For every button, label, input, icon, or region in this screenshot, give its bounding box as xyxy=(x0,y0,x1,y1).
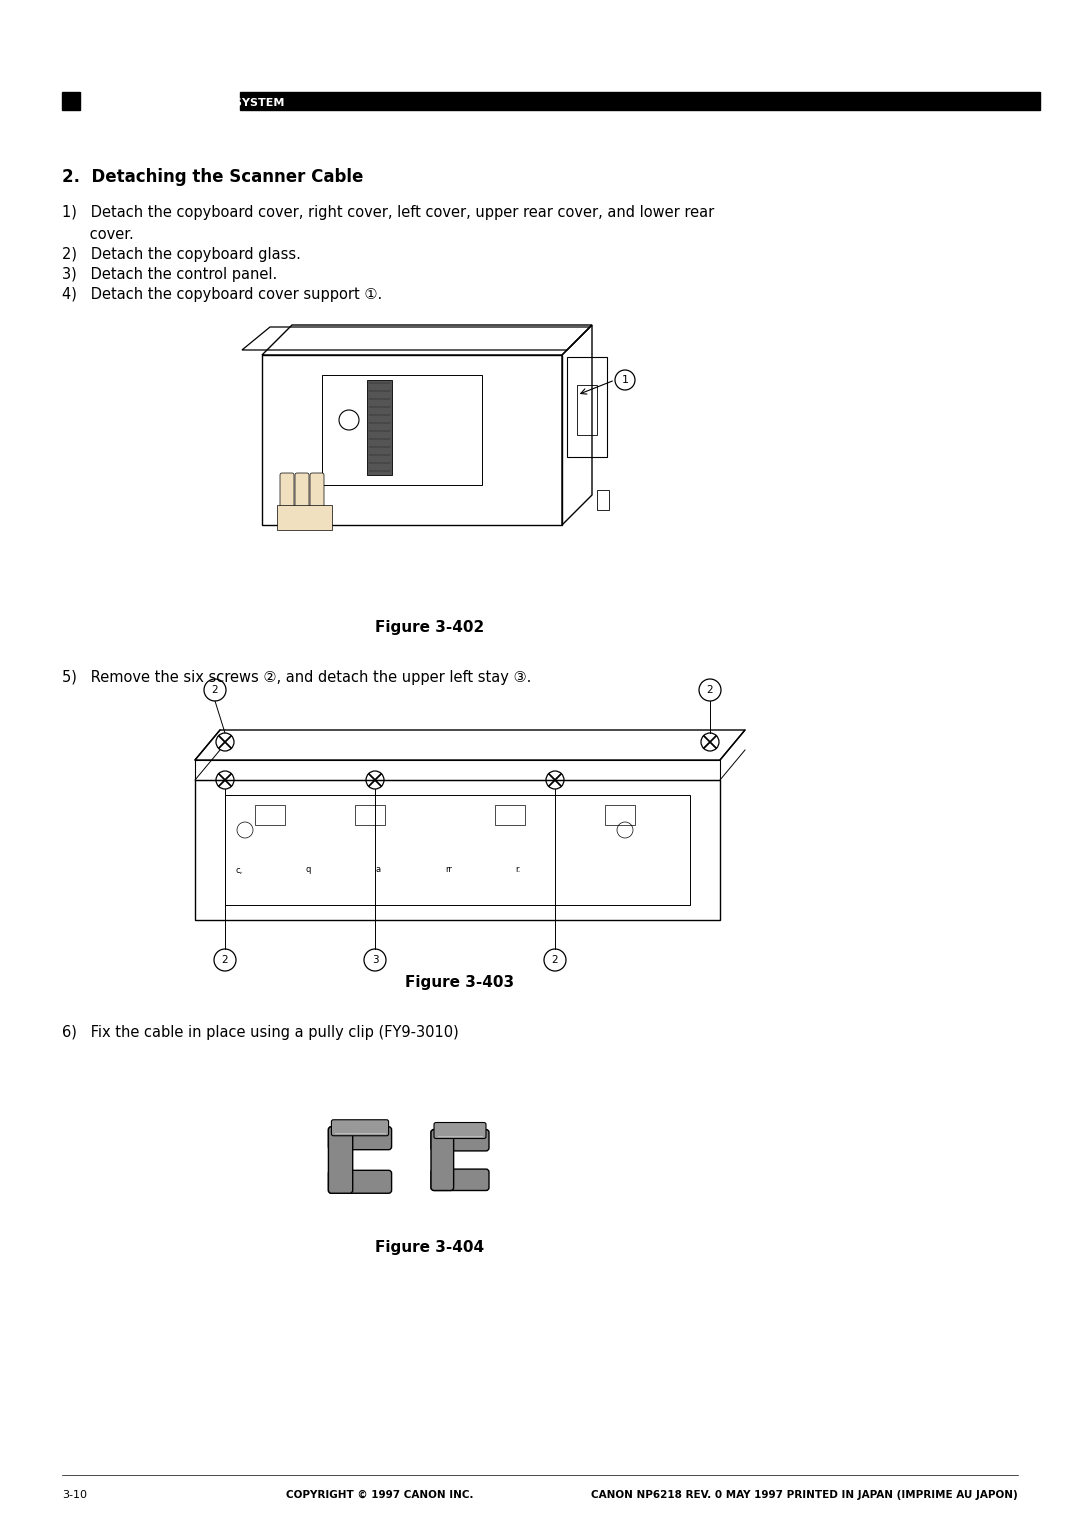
Text: Figure 3-402: Figure 3-402 xyxy=(376,620,485,636)
Bar xyxy=(355,805,384,825)
Text: 2: 2 xyxy=(706,685,713,695)
Text: 4)   Detach the copyboard cover support ①.: 4) Detach the copyboard cover support ①. xyxy=(62,287,382,303)
Bar xyxy=(605,805,635,825)
Text: CHAPTER 3  EXPOSURE SYSTEM: CHAPTER 3 EXPOSURE SYSTEM xyxy=(86,98,284,107)
Text: 2.  Detaching the Scanner Cable: 2. Detaching the Scanner Cable xyxy=(62,168,363,186)
Bar xyxy=(255,805,285,825)
Text: cover.: cover. xyxy=(62,228,134,241)
Bar xyxy=(577,385,597,435)
Bar xyxy=(225,795,690,905)
Text: 2: 2 xyxy=(212,685,218,695)
Text: q: q xyxy=(305,865,310,874)
Text: 3)   Detach the control panel.: 3) Detach the control panel. xyxy=(62,267,278,283)
Text: Figure 3-403: Figure 3-403 xyxy=(405,975,514,990)
FancyBboxPatch shape xyxy=(328,1170,392,1193)
Bar xyxy=(240,92,1040,110)
Text: COPYRIGHT © 1997 CANON INC.: COPYRIGHT © 1997 CANON INC. xyxy=(286,1490,474,1500)
Bar xyxy=(322,374,482,484)
Text: CANON NP6218 REV. 0 MAY 1997 PRINTED IN JAPAN (IMPRIME AU JAPON): CANON NP6218 REV. 0 MAY 1997 PRINTED IN … xyxy=(591,1490,1018,1500)
Bar xyxy=(567,358,607,457)
FancyBboxPatch shape xyxy=(295,474,309,507)
FancyBboxPatch shape xyxy=(310,474,324,507)
Bar xyxy=(367,380,392,475)
Text: 1)   Detach the copyboard cover, right cover, left cover, upper rear cover, and : 1) Detach the copyboard cover, right cov… xyxy=(62,205,714,220)
Text: a: a xyxy=(375,865,380,874)
Bar xyxy=(495,805,525,825)
Bar xyxy=(597,490,609,510)
Text: 2)   Detach the copyboard glass.: 2) Detach the copyboard glass. xyxy=(62,248,301,261)
FancyBboxPatch shape xyxy=(328,1126,392,1149)
Text: 5)   Remove the six screws ②, and detach the upper left stay ③.: 5) Remove the six screws ②, and detach t… xyxy=(62,669,531,685)
Text: 3: 3 xyxy=(372,955,378,966)
Text: 6)   Fix the cable in place using a pully clip (FY9-3010): 6) Fix the cable in place using a pully … xyxy=(62,1025,459,1041)
FancyBboxPatch shape xyxy=(328,1126,353,1193)
FancyBboxPatch shape xyxy=(434,1123,486,1138)
Text: c,: c, xyxy=(235,865,242,874)
Bar xyxy=(276,504,332,530)
Text: 1: 1 xyxy=(621,374,629,385)
Text: rr: rr xyxy=(445,865,451,874)
Text: 2: 2 xyxy=(221,955,228,966)
Text: r.: r. xyxy=(515,865,521,874)
Text: Figure 3-404: Figure 3-404 xyxy=(376,1241,485,1254)
FancyBboxPatch shape xyxy=(332,1120,389,1135)
Text: 2: 2 xyxy=(552,955,558,966)
FancyBboxPatch shape xyxy=(431,1129,489,1151)
Text: 3-10: 3-10 xyxy=(62,1490,87,1500)
Bar xyxy=(62,92,80,110)
FancyBboxPatch shape xyxy=(280,474,294,507)
FancyBboxPatch shape xyxy=(431,1169,489,1190)
FancyBboxPatch shape xyxy=(431,1129,454,1190)
